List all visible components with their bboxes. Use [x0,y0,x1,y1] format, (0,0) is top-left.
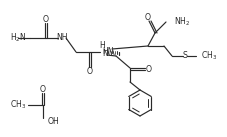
Text: HN: HN [102,46,113,55]
Text: H: H [99,42,104,51]
Text: CH$_3$: CH$_3$ [10,99,26,111]
Text: O: O [87,66,93,75]
Text: NH$_2$: NH$_2$ [173,16,190,28]
Text: O: O [145,65,151,73]
Text: O: O [43,15,49,24]
Text: O: O [144,12,150,22]
Text: OH: OH [48,116,59,125]
Text: O: O [40,85,46,93]
Text: S: S [182,52,187,61]
Text: NH: NH [56,34,67,42]
Text: N: N [102,48,107,58]
Text: H$_2$N: H$_2$N [10,32,27,44]
Text: CH$_3$: CH$_3$ [200,50,216,62]
